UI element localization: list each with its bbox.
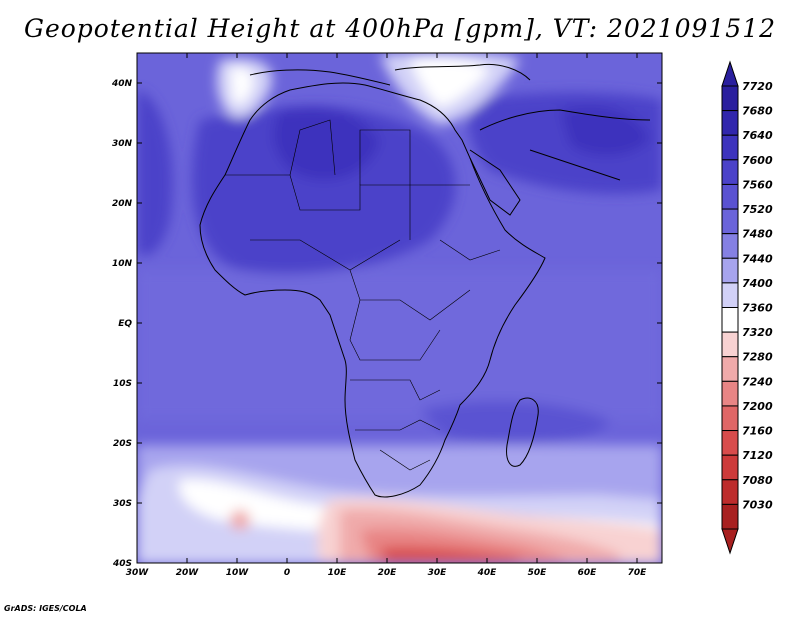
colorbar-label: 7520 [742, 203, 773, 216]
colorbar-label: 7160 [742, 425, 773, 438]
colorbar-label: 7680 [742, 105, 773, 118]
lat-tick-label: 10N [112, 259, 133, 269]
colorbar-label: 7440 [742, 252, 773, 265]
colorbar-top-arrow [721, 60, 739, 87]
lat-tick-label: 20S [113, 439, 132, 449]
lat-tick-label: 40S [112, 559, 132, 569]
lat-tick-label: 40N [111, 79, 133, 89]
colorbar-bottom-arrow [721, 528, 739, 555]
map-title: Geopotential Height at 400hPa [gpm], VT:… [23, 14, 777, 43]
colorbar-swatch [721, 110, 739, 136]
coastlines [199, 63, 651, 498]
colorbar-swatch [721, 85, 739, 112]
colorbar-swatch [721, 208, 739, 235]
colorbar-label: 7640 [742, 129, 773, 142]
colorbar-label: 7560 [742, 178, 773, 191]
colorbar-swatch [721, 257, 739, 284]
colorbar-swatch [721, 331, 739, 358]
colorbar-swatch [721, 380, 739, 407]
colorbar-swatch [721, 134, 739, 161]
colorbar-label: 7360 [742, 302, 773, 315]
lat-tick-label: 30S [113, 499, 132, 509]
colorbar-swatch [721, 307, 739, 333]
lon-tick-label: 20W [176, 568, 200, 578]
lat-tick-label: 30N [112, 139, 133, 149]
colorbar-swatch [721, 159, 739, 185]
country-borders [225, 119, 501, 471]
colorbar-label: 7600 [742, 154, 773, 167]
lon-tick-label: 50E [528, 568, 548, 578]
colorbar-label: 7720 [742, 80, 773, 93]
longitude-axis: 30W 20W 10W 0 10E 20E 30E 40E 50E 60E 70E [126, 53, 647, 578]
colorbar-label: 7480 [742, 228, 773, 241]
lon-tick-label: 40E [477, 568, 498, 578]
lon-tick-label: 10W [226, 568, 250, 578]
colorbar-label: 7320 [742, 326, 773, 339]
lon-tick-label: 0 [284, 568, 290, 578]
colorbar-swatch [721, 479, 739, 505]
colorbar-label: 7080 [742, 474, 773, 487]
colorbar-label: 7280 [742, 351, 773, 364]
lat-tick-label: 10S [113, 379, 132, 389]
colorbar-label: 7240 [742, 375, 773, 388]
colorbar-label: 7030 [742, 498, 773, 511]
colorbar-label: 7120 [742, 449, 773, 462]
lon-tick-label: 70E [628, 568, 648, 578]
colorbar-swatch [721, 233, 739, 259]
colorbar-swatch [721, 405, 739, 432]
colorbar-label: 7400 [742, 277, 773, 290]
colorbar-swatch [721, 454, 739, 481]
lon-tick-label: 30W [126, 568, 150, 578]
lon-tick-label: 30E [428, 568, 448, 578]
colorbar-swatch [721, 503, 739, 530]
lon-tick-label: 20E [378, 568, 398, 578]
colorbar-swatch [721, 356, 739, 382]
colorbar-label: 7200 [742, 400, 773, 413]
lat-tick-label: 20N [112, 199, 133, 209]
lon-tick-label: 60E [578, 568, 598, 578]
lat-tick-label: EQ [118, 319, 132, 329]
latitude-axis: 40N 30N 20N 10N EQ 10S 20S 30S 40S [111, 79, 662, 569]
lon-tick-label: 10E [328, 568, 348, 578]
colorbar: 7720 7680 7640 7600 7560 7520 7480 7440 7400 7360… [721, 60, 773, 555]
colorbar-swatch [721, 430, 739, 456]
plot-frame [136, 52, 663, 564]
grads-credit: GrADS: IGES/COLA [4, 604, 87, 613]
colorbar-swatch [721, 183, 739, 210]
height-field [137, 53, 662, 563]
colorbar-swatch [721, 282, 739, 308]
